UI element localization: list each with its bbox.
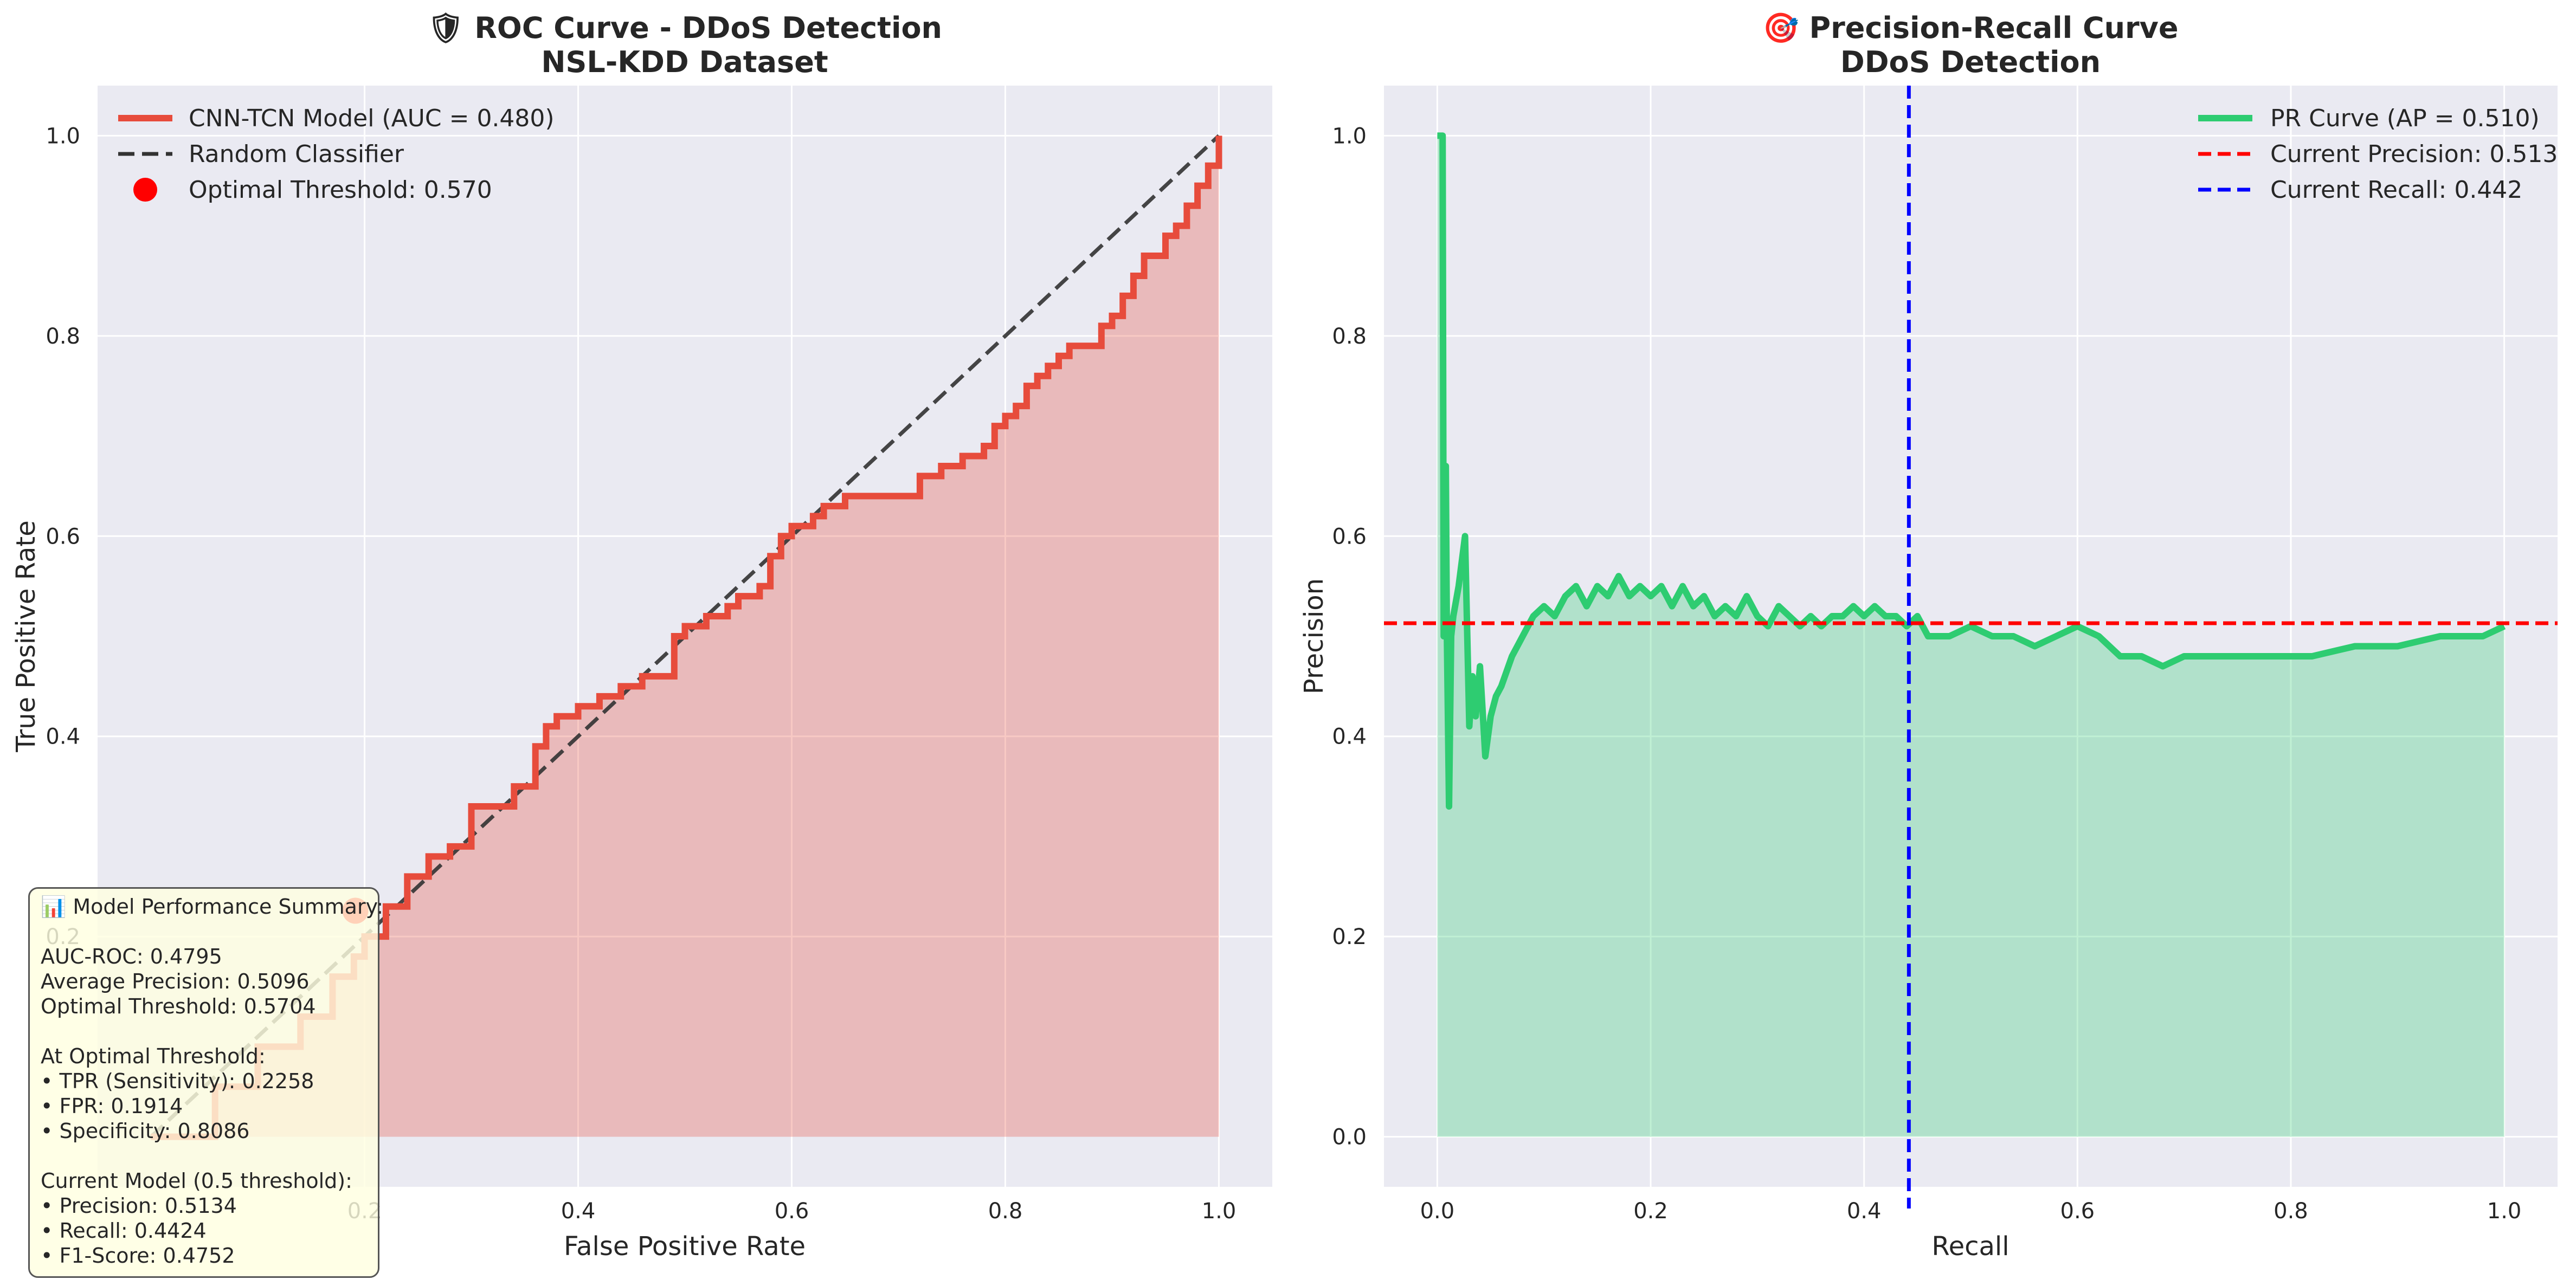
- y-tick-label: 0.6: [46, 524, 80, 549]
- y-tick-label: 1.0: [1332, 124, 1367, 148]
- x-tick-label: 0.8: [988, 1199, 1023, 1224]
- pr-subtitle: DDoS Detection: [1840, 45, 2101, 79]
- pr-plot-area: [1384, 86, 2558, 1187]
- y-tick-label: 1.0: [46, 124, 80, 148]
- legend-swatch-optimal: [133, 178, 157, 202]
- x-tick-label: 0.4: [1847, 1199, 1882, 1224]
- roc-y-axis-label: True Positive Rate: [11, 520, 41, 753]
- y-tick-label: 0.0: [1332, 1125, 1367, 1150]
- pr-title: 🎯 Precision-Recall Curve: [1763, 11, 2179, 45]
- summary-line: • Recall: 0.4424: [41, 1219, 207, 1243]
- summary-line: Optimal Threshold: 0.5704: [41, 994, 316, 1018]
- legend-label-roc: CNN-TCN Model (AUC = 0.480): [189, 105, 555, 132]
- legend-label-precision: Current Precision: 0.513: [2270, 140, 2558, 168]
- pr-curve-line: [1437, 132, 2506, 810]
- summary-line: [41, 1143, 367, 1168]
- pr-legend: PR Curve (AP = 0.510) Current Precision:…: [2198, 105, 2558, 204]
- summary-line: Average Precision: 0.5096: [41, 970, 310, 993]
- roc-x-axis-label: False Positive Rate: [564, 1231, 806, 1262]
- y-tick-label: 0.8: [46, 324, 80, 349]
- pr-x-axis-label: Recall: [1931, 1231, 2009, 1262]
- summary-line: At Optimal Threshold:: [41, 1044, 266, 1068]
- legend-label-recall: Current Recall: 0.442: [2270, 176, 2522, 204]
- legend-label-random: Random Classifier: [189, 140, 404, 168]
- x-tick-label: 0.4: [561, 1199, 596, 1224]
- x-tick-label: 0.2: [1633, 1199, 1668, 1224]
- summary-line: 📊 Model Performance Summary:: [41, 895, 384, 919]
- summary-line: • FPR: 0.1914: [41, 1094, 183, 1118]
- summary-line: [41, 919, 367, 944]
- roc-curve-line: [151, 135, 1222, 1140]
- pr-tick-labels: 0.0 0.2 0.4 0.6 0.8 1.0 0.0 0.2 0.4 0.6 0.8 1.0: [1332, 124, 2521, 1224]
- roc-title: 🛡 ROC Curve - DDoS Detection: [427, 11, 942, 45]
- legend-label-optimal: Optimal Threshold: 0.570: [189, 176, 492, 204]
- y-tick-label: 0.4: [1332, 725, 1367, 749]
- x-tick-label: 0.0: [1420, 1199, 1455, 1224]
- model-performance-summary: 📊 Model Performance Summary: AUC-ROC: 0.…: [28, 887, 384, 1278]
- y-tick-label: 0.6: [1332, 524, 1367, 549]
- y-tick-label: 0.8: [1332, 324, 1367, 349]
- roc-subtitle: NSL-KDD Dataset: [541, 45, 828, 79]
- summary-line: • TPR (Sensitivity): 0.2258: [41, 1069, 314, 1093]
- roc-legend: CNN-TCN Model (AUC = 0.480) Random Class…: [118, 105, 555, 204]
- summary-line: [41, 1019, 367, 1044]
- roc-grid: [98, 86, 1272, 1187]
- x-tick-label: 0.6: [775, 1199, 809, 1224]
- pr-y-axis-label: Precision: [1299, 578, 1329, 694]
- legend-label-pr: PR Curve (AP = 0.510): [2270, 105, 2540, 132]
- x-tick-label: 1.0: [1202, 1199, 1237, 1224]
- y-tick-label: 0.2: [1332, 925, 1367, 949]
- x-tick-label: 0.8: [2274, 1199, 2308, 1224]
- summary-line: • F1-Score: 0.4752: [41, 1244, 235, 1268]
- pr-panel: 0.0 0.2 0.4 0.6 0.8 1.0 0.0 0.2 0.4 0.6 0.8 1.0 🎯 P…: [1299, 11, 2558, 1262]
- summary-line: AUC-ROC: 0.4795: [41, 945, 222, 968]
- x-tick-label: 0.6: [2060, 1199, 2095, 1224]
- summary-line: Current Model (0.5 threshold):: [41, 1169, 352, 1193]
- pr-area-fill: [1437, 135, 2504, 1137]
- summary-line: • Precision: 0.5134: [41, 1194, 237, 1218]
- summary-line: • Specificity: 0.8086: [41, 1119, 250, 1143]
- x-tick-label: 1.0: [2487, 1199, 2522, 1224]
- pr-grid: [1384, 86, 2558, 1187]
- y-tick-label: 0.4: [46, 725, 80, 749]
